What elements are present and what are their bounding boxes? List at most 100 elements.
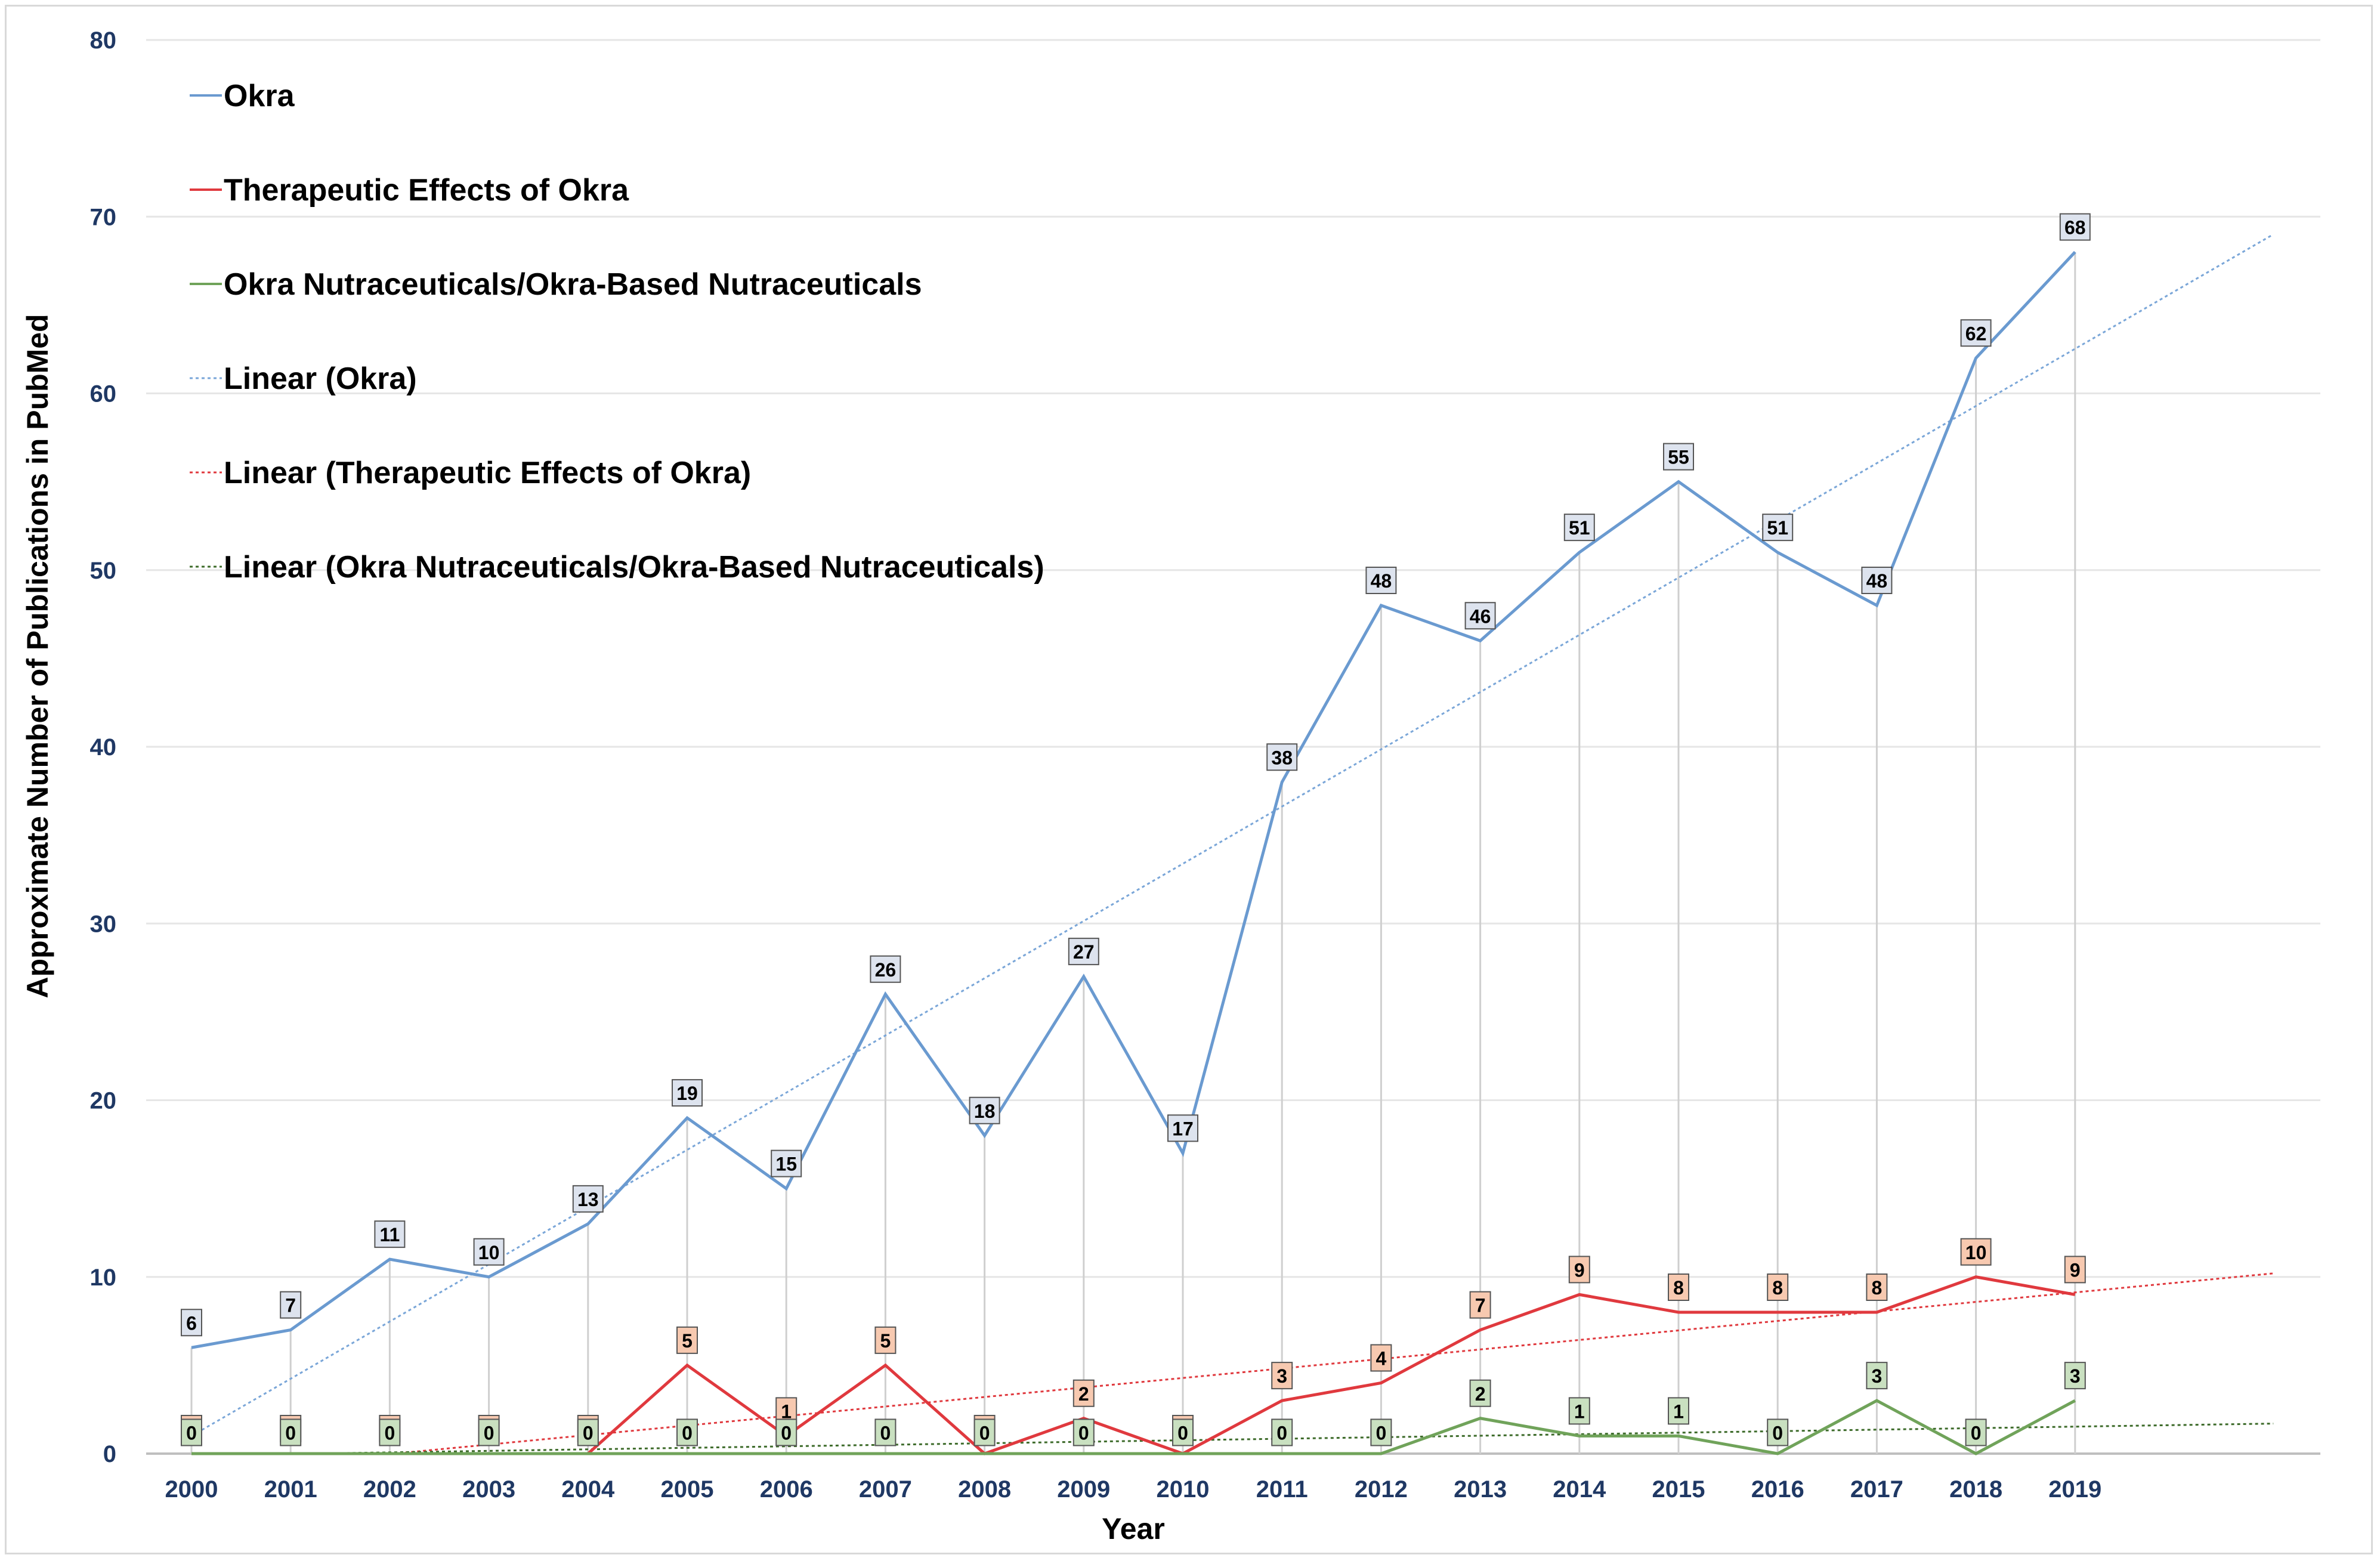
series-lines: [191, 251, 2076, 1455]
y-tick-label: 50: [90, 558, 117, 584]
data-label: 0: [181, 1418, 202, 1446]
data-label-text: 7: [285, 1295, 296, 1316]
data-label-box: [676, 1326, 698, 1354]
data-label-text: 0: [1376, 1422, 1387, 1443]
data-label-box: [1568, 1256, 1590, 1284]
data-label: 55: [1663, 443, 1694, 471]
data-label: 1: [1568, 1397, 1590, 1425]
data-label-box: [379, 1418, 401, 1446]
y-tick-label: 30: [90, 911, 117, 937]
data-label-text: 68: [2064, 217, 2086, 239]
data-label-box: [1271, 1418, 1293, 1446]
x-tick-label: 2006: [760, 1476, 813, 1503]
data-label: 0: [1271, 1418, 1293, 1446]
drop-lines: [190, 252, 2076, 1454]
data-label-box: [1663, 443, 1694, 471]
data-label: 68: [2059, 213, 2091, 241]
data-label: 46: [1464, 602, 1496, 630]
data-label: 9: [2064, 1256, 2086, 1284]
legend-entry: Okra Nutraceuticals/Okra-Based Nutraceut…: [224, 267, 922, 302]
y-axis-title: Approximate Number of Publications in Pu…: [21, 314, 54, 998]
data-label-text: 0: [682, 1422, 693, 1443]
y-tick-label: 40: [90, 734, 117, 761]
data-label-text: 13: [577, 1189, 599, 1210]
x-tick-label: 2010: [1157, 1476, 1210, 1503]
data-label-text: 4: [1376, 1348, 1387, 1370]
data-label: 5: [676, 1326, 698, 1354]
data-label: 48: [1365, 567, 1397, 594]
data-label-box: [2059, 213, 2091, 241]
data-label-text: 7: [1475, 1295, 1486, 1316]
data-label-box: [1960, 1238, 1992, 1266]
legend-entry: Linear (Okra): [224, 361, 417, 396]
data-label-text: 17: [1172, 1118, 1194, 1139]
data-label-box: [1861, 567, 1893, 594]
y-tick-label: 80: [90, 27, 117, 54]
data-label-text: 2: [1078, 1383, 1089, 1405]
data-label-text: 1: [1673, 1401, 1684, 1422]
data-label: 0: [280, 1418, 302, 1446]
x-tick-label: 2016: [1751, 1476, 1804, 1503]
x-tick-label: 2004: [561, 1476, 615, 1503]
data-label-text: 8: [1872, 1277, 1883, 1299]
data-label-box: [1960, 319, 1992, 347]
data-label-text: 51: [1767, 517, 1788, 539]
data-label-text: 0: [1078, 1422, 1089, 1443]
legend: Okra Therapeutic Effects of Okra Okra Nutr…: [190, 79, 1044, 585]
data-label: 5: [874, 1326, 897, 1354]
data-label-box: [973, 1418, 996, 1446]
data-label: 0: [1172, 1418, 1194, 1446]
data-label: 2: [1469, 1379, 1491, 1407]
x-tick-label: 2017: [1850, 1476, 1903, 1503]
data-label: 62: [1960, 319, 1992, 347]
data-label-text: 62: [1965, 323, 1987, 344]
data-label: 0: [676, 1418, 698, 1446]
data-label: 3: [2064, 1362, 2086, 1390]
data-label-box: [1762, 514, 1794, 542]
data-label-box: [1866, 1273, 1888, 1301]
data-label-text: 0: [979, 1422, 990, 1443]
data-label-box: [181, 1309, 202, 1337]
data-label-box: [1668, 1397, 1689, 1425]
data-label: 0: [1767, 1418, 1789, 1446]
data-label-text: 2: [1475, 1383, 1486, 1405]
data-label-text: 0: [1177, 1422, 1188, 1443]
data-label-text: 46: [1470, 605, 1491, 627]
x-tick-label: 2013: [1454, 1476, 1507, 1503]
data-label: 13: [572, 1185, 604, 1213]
data-labels: 6711101319152618271738484651555148626800…: [181, 213, 2091, 1446]
data-label-text: 3: [2070, 1365, 2081, 1387]
data-label-box: [2064, 1256, 2086, 1284]
x-tick-label: 2000: [165, 1476, 218, 1503]
data-label: 19: [672, 1079, 703, 1107]
data-label-text: 8: [1673, 1277, 1684, 1299]
data-label-box: [1568, 1397, 1590, 1425]
data-label: 8: [1767, 1273, 1789, 1301]
data-label-box: [1365, 567, 1397, 594]
y-tick-label: 60: [90, 381, 117, 407]
data-label-box: [771, 1149, 802, 1177]
data-label-box: [874, 1418, 897, 1446]
data-label-text: 8: [1772, 1277, 1783, 1299]
data-label-box: [181, 1418, 202, 1446]
data-label: 10: [1960, 1238, 1992, 1266]
data-label-text: 0: [285, 1422, 296, 1443]
data-label: 8: [1866, 1273, 1888, 1301]
x-tick-label: 2018: [1949, 1476, 2002, 1503]
trendline: [248, 1423, 2274, 1454]
data-label-box: [1068, 938, 1099, 966]
data-label-text: 48: [1866, 570, 1888, 592]
x-tick-label: 2012: [1355, 1476, 1408, 1503]
data-label-text: 6: [186, 1312, 197, 1334]
data-label-box: [1072, 1418, 1095, 1446]
data-label-box: [1866, 1362, 1888, 1390]
data-label-text: 48: [1371, 570, 1392, 592]
trendline: [385, 1272, 2274, 1454]
data-label-box: [1469, 1291, 1491, 1319]
data-label-box: [1563, 514, 1595, 542]
data-label-text: 5: [682, 1330, 693, 1352]
legend-entry: Okra: [224, 79, 295, 113]
data-label-box: [280, 1291, 302, 1319]
data-label: 0: [379, 1418, 401, 1446]
